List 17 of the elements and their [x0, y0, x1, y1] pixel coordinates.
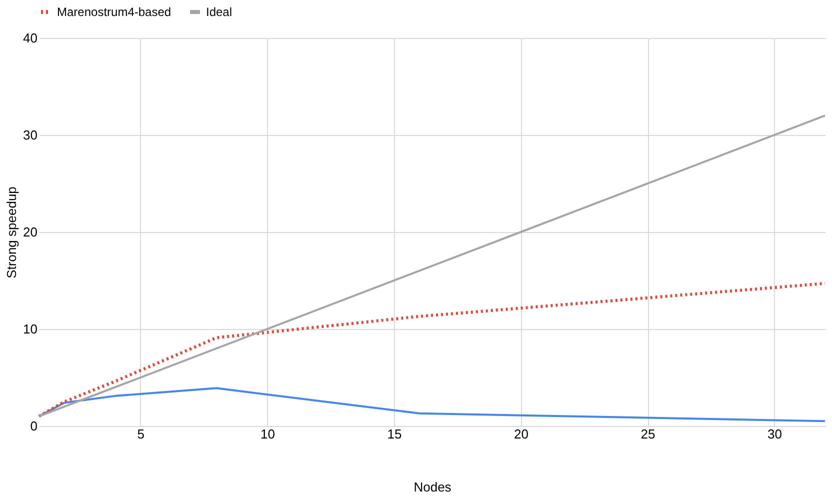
- y-tick-label: 30: [23, 128, 38, 142]
- line-series: [38, 387, 826, 422]
- y-tick-label: 40: [23, 30, 38, 46]
- x-tick-label: 30: [768, 426, 782, 442]
- y-tick-label: 0: [30, 418, 38, 434]
- x-tick-label: 25: [640, 426, 656, 442]
- y-axis-title: Strong speedup: [4, 186, 20, 278]
- x-tick-label: 5: [137, 426, 145, 442]
- x-tick-label: 20: [514, 426, 528, 442]
- x-axis-title: Nodes: [414, 480, 452, 494]
- line-series: [38, 282, 826, 418]
- y-tick-label: 10: [23, 322, 38, 336]
- y-tick-label: 20: [23, 224, 38, 240]
- x-tick-label: 10: [260, 426, 275, 442]
- legend-label: Ideal: [206, 5, 232, 19]
- legend-label: Marenostrum4-based: [57, 5, 172, 19]
- x-tick-label: 15: [387, 426, 402, 442]
